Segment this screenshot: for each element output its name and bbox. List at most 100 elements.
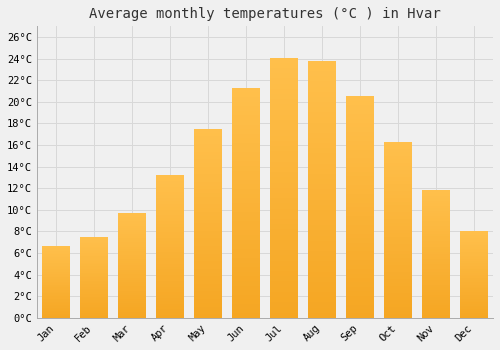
Bar (156, 221, 184, 224)
Bar (42, 312, 70, 314)
Bar (194, 235, 222, 238)
Bar (308, 241, 336, 246)
Bar (80, 263, 108, 264)
Bar (384, 237, 412, 240)
Bar (194, 174, 222, 178)
Bar (460, 242, 488, 244)
Bar (308, 143, 336, 148)
Bar (194, 227, 222, 231)
Bar (384, 223, 412, 226)
Bar (346, 304, 374, 309)
Bar (308, 97, 336, 102)
Bar (80, 287, 108, 289)
Bar (270, 245, 298, 250)
Bar (270, 89, 298, 94)
Bar (42, 287, 70, 289)
Bar (422, 308, 450, 310)
Bar (42, 279, 70, 280)
Bar (156, 244, 184, 247)
Bar (80, 271, 108, 273)
Bar (156, 232, 184, 235)
Bar (156, 270, 184, 272)
Bar (346, 145, 374, 149)
Bar (42, 254, 70, 256)
Bar (308, 189, 336, 195)
Bar (42, 285, 70, 286)
Bar (422, 277, 450, 280)
Bar (156, 235, 184, 238)
Bar (118, 312, 146, 314)
Bar (384, 268, 412, 272)
Bar (346, 198, 374, 203)
Bar (232, 249, 260, 253)
Bar (232, 258, 260, 262)
Bar (422, 249, 450, 252)
Bar (460, 273, 488, 275)
Bar (42, 296, 70, 297)
Bar (156, 309, 184, 312)
Bar (270, 209, 298, 214)
Bar (232, 92, 260, 97)
Bar (42, 289, 70, 290)
Bar (80, 297, 108, 299)
Bar (346, 269, 374, 274)
Bar (346, 119, 374, 123)
Bar (270, 84, 298, 89)
Bar (308, 159, 336, 164)
Bar (270, 302, 298, 307)
Bar (156, 307, 184, 309)
Bar (80, 299, 108, 300)
Bar (118, 228, 146, 230)
Bar (42, 269, 70, 270)
Bar (346, 260, 374, 265)
Bar (270, 234, 298, 240)
Bar (156, 295, 184, 298)
Bar (194, 186, 222, 189)
Bar (232, 88, 260, 92)
Bar (118, 268, 146, 270)
Bar (346, 189, 374, 194)
Bar (384, 304, 412, 307)
Bar (346, 194, 374, 198)
Bar (156, 195, 184, 198)
Bar (194, 314, 222, 318)
Bar (42, 302, 70, 303)
Bar (346, 167, 374, 172)
Bar (346, 225, 374, 229)
Bar (270, 136, 298, 141)
Bar (42, 273, 70, 274)
Bar (42, 303, 70, 305)
Bar (42, 257, 70, 259)
Bar (346, 309, 374, 314)
Bar (270, 167, 298, 172)
Bar (80, 274, 108, 276)
Bar (308, 61, 336, 66)
Bar (156, 261, 184, 264)
Bar (194, 254, 222, 257)
Bar (194, 257, 222, 261)
Bar (42, 276, 70, 277)
Bar (232, 102, 260, 106)
Bar (194, 261, 222, 265)
Bar (384, 290, 412, 293)
Bar (384, 209, 412, 212)
Bar (422, 254, 450, 257)
Bar (42, 305, 70, 306)
Bar (232, 148, 260, 152)
Bar (384, 177, 412, 181)
Bar (194, 140, 222, 144)
Bar (80, 261, 108, 263)
Bar (156, 247, 184, 250)
Bar (422, 190, 450, 193)
Bar (80, 237, 108, 238)
Bar (118, 290, 146, 293)
Bar (42, 259, 70, 260)
Bar (232, 166, 260, 171)
Bar (194, 310, 222, 314)
Bar (80, 286, 108, 287)
Bar (80, 276, 108, 277)
Bar (232, 143, 260, 148)
Bar (232, 171, 260, 175)
Bar (156, 184, 184, 187)
Bar (232, 152, 260, 157)
